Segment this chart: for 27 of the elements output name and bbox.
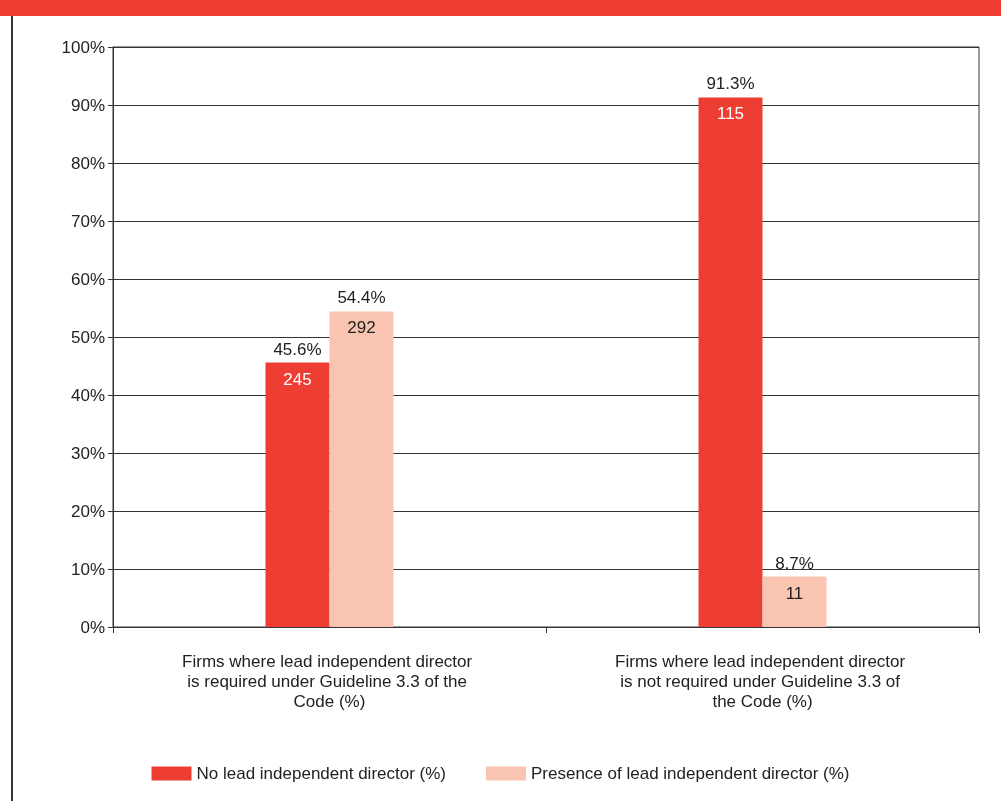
bar	[329, 311, 394, 627]
bar	[762, 576, 827, 627]
bar	[698, 97, 763, 627]
annotation: 245	[283, 369, 312, 389]
data-label: 91.3%	[706, 74, 755, 94]
y-tick-label: 0%	[80, 617, 105, 637]
data-label: 8.7%	[775, 553, 814, 573]
y-tick-label: 40%	[70, 385, 105, 405]
y-tick-label: 80%	[70, 153, 105, 173]
legend-label: No lead independent director (%)	[196, 764, 447, 783]
annotation: 11	[785, 583, 804, 603]
y-tick-label: 90%	[70, 95, 105, 115]
annotation: 292	[347, 318, 376, 338]
bar	[265, 362, 330, 627]
legend-label: Presence of lead independent director (%)	[531, 764, 850, 783]
y-tick-label: 50%	[70, 327, 105, 347]
y-tick-label: 70%	[70, 211, 105, 231]
y-tick-label: 20%	[70, 501, 105, 521]
x-tick-label: Firms where lead independent director is not required under Guideline 3.3 of the Code (%)	[615, 651, 910, 711]
y-tick-label: 10%	[70, 559, 105, 579]
data-label: 45.6%	[273, 339, 322, 359]
x-tick-label: Firms where lead independent director is required under Guideline 3.3 of the Code (%)	[182, 651, 477, 711]
y-tick-label: 100%	[61, 37, 105, 57]
y-tick-label: 30%	[70, 443, 105, 463]
y-tick-label: 60%	[70, 269, 105, 289]
annotation: 115	[716, 104, 745, 124]
data-label: 54.4%	[337, 288, 386, 308]
